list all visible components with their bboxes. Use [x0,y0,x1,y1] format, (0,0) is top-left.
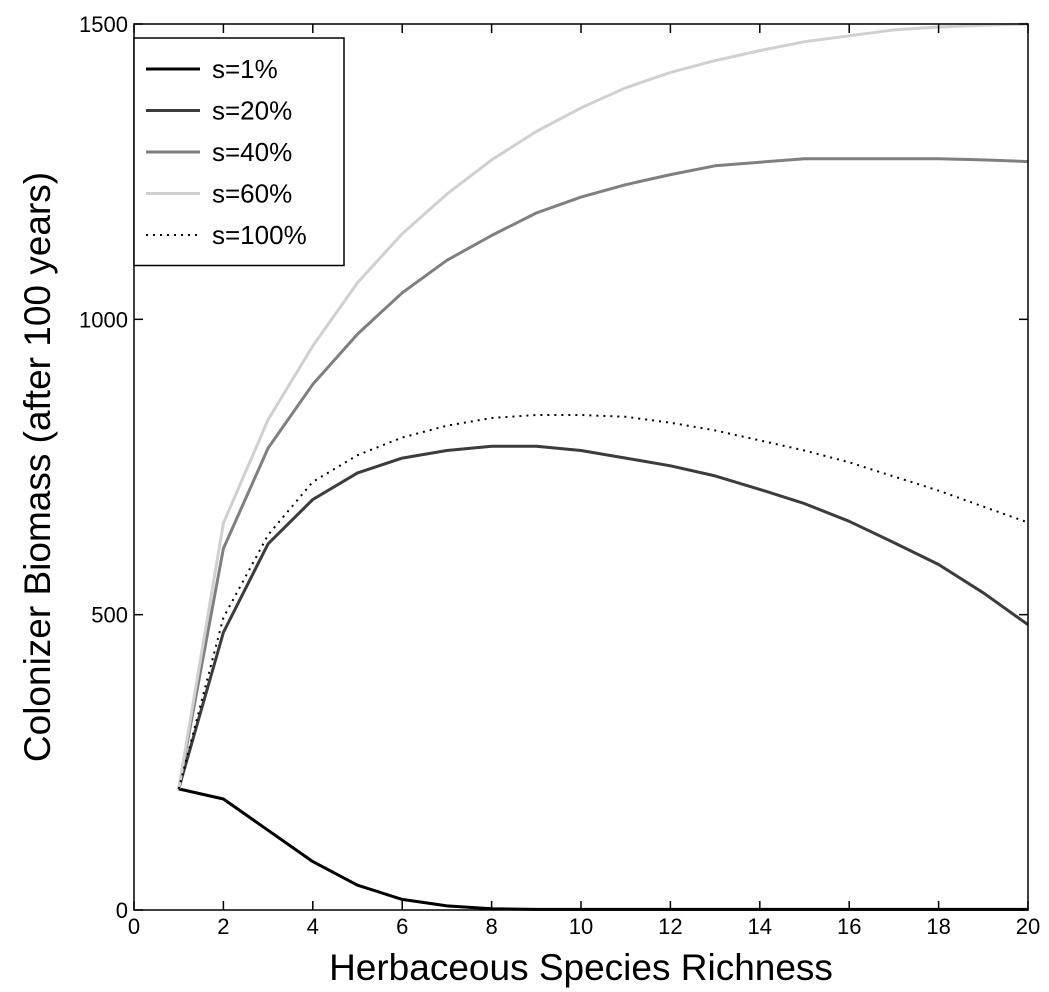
legend-label-0: s=1% [212,54,278,84]
x-tick-label-10: 20 [1016,914,1040,939]
x-tick-label-0: 0 [128,914,140,939]
legend-label-2: s=40% [212,137,292,167]
ticks-layer: 0 2 4 6 8 10 12 14 16 18 20 0 500 1000 1500 [79,12,1040,939]
legend: s=1% s=20% s=40% s=60% s=100% [133,37,345,267]
legend-label-1: s=20% [212,96,292,126]
x-axis-title: Herbaceous Species Richness [329,947,833,988]
y-tick-label-0: 0 [116,898,128,923]
x-tick-label-2: 4 [307,914,319,939]
y-axis-title: Colonizer Biomass (after 100 years) [17,172,58,762]
series-line-1 [177,444,1029,790]
series-line-0 [178,787,1028,911]
legend-label-3: s=60% [212,179,292,209]
x-tick-label-4: 8 [485,914,497,939]
x-tick-label-5: 10 [569,914,593,939]
x-tick-label-7: 14 [748,914,772,939]
x-tick-label-8: 16 [837,914,861,939]
x-tick-label-9: 18 [926,914,950,939]
y-tick-label-2: 1000 [79,307,128,332]
y-tick-label-1: 500 [91,603,128,628]
x-tick-label-6: 12 [658,914,682,939]
series-line-3 [177,22,1029,790]
y-tick-label-3: 1500 [79,12,128,37]
series-line-2 [177,157,1029,790]
series-line-4 [177,414,1029,790]
x-tick-label-1: 2 [217,914,229,939]
x-tick-label-3: 6 [396,914,408,939]
legend-label-4: s=100% [212,220,307,250]
